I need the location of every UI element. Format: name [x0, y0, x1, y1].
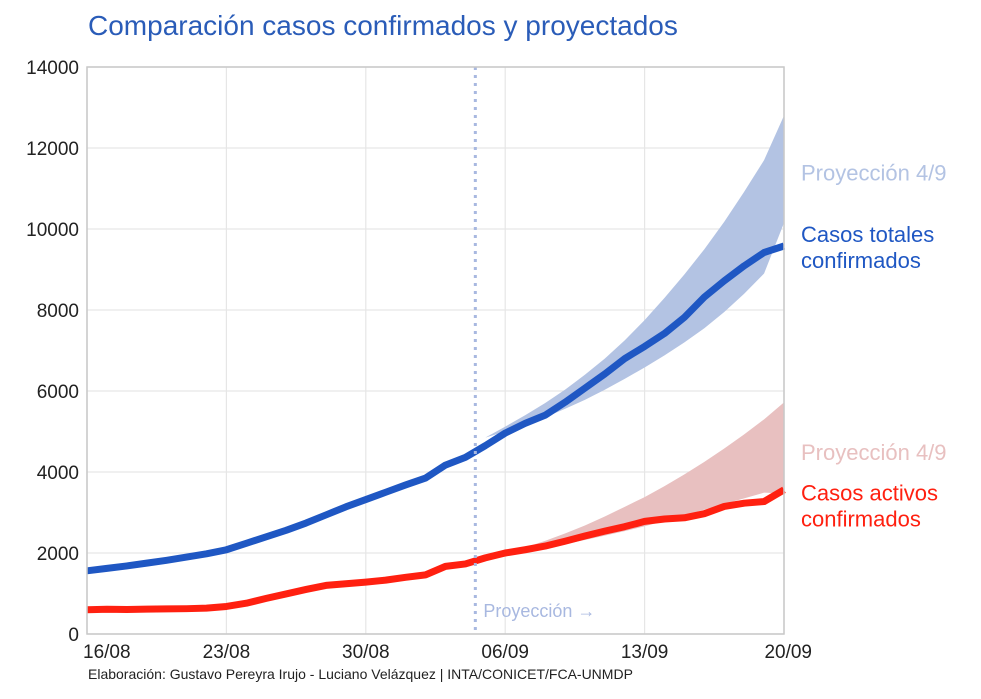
y-tick-label: 12000: [26, 139, 79, 160]
x-tick-label: 30/08: [342, 642, 390, 663]
credits-footer: Elaboración: Gustavo Pereyra Irujo - Luc…: [88, 666, 633, 682]
series-line: [86, 486, 786, 614]
projection-band: [485, 115, 784, 438]
series-end-label: Casos totales: [801, 222, 934, 247]
y-tick-label: 14000: [26, 58, 79, 79]
axes: 0 2000 4000 6000 8000 10000 12000 14000 16/08 23/…: [26, 58, 812, 663]
y-tick-label: 4000: [37, 463, 79, 484]
projection-bands: [485, 115, 784, 558]
x-tick-label: 20/09: [764, 642, 812, 663]
y-tick-label: 2000: [37, 544, 79, 565]
y-tick-label: 0: [68, 625, 79, 646]
chart-title: Comparación casos confirmados y proyecta…: [88, 10, 678, 41]
projection-end-label: Proyección 4/9: [801, 160, 947, 185]
y-tick-label: 6000: [37, 382, 79, 403]
series-line: [86, 242, 786, 575]
x-tick-label: 06/09: [481, 642, 529, 663]
projection-end-label: Proyección 4/9: [801, 440, 947, 465]
series-lines: [86, 242, 786, 614]
plot-frame: [86, 66, 785, 635]
projection-marker: Proyección →: [473, 67, 595, 634]
y-tick-label: 10000: [26, 220, 79, 241]
y-tick-label: 8000: [37, 301, 79, 322]
x-tick-label: 16/08: [83, 642, 131, 663]
grid: [86, 66, 785, 635]
series-end-label: confirmados: [801, 507, 921, 532]
x-tick-label: 13/09: [621, 642, 669, 663]
series-labels: Proyección 4/9 Proyección 4/9 Casos totale…: [801, 160, 947, 531]
x-tick-label: 23/08: [203, 642, 251, 663]
projection-band: [485, 402, 784, 558]
projection-marker-label: Proyección →: [483, 601, 595, 621]
series-end-label: confirmados: [801, 248, 921, 273]
series-end-label: Casos activos: [801, 481, 938, 506]
